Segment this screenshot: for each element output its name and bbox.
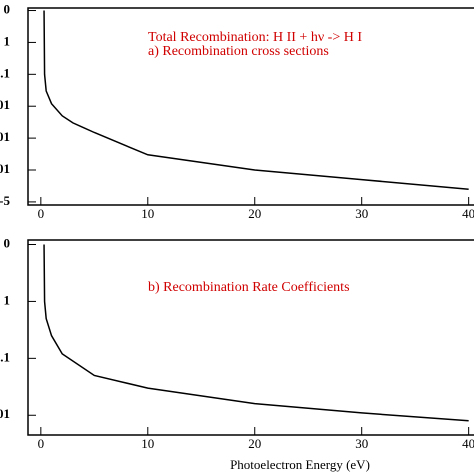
y-tick-label: 0 (4, 235, 11, 250)
y-tick-label: 01 (0, 406, 10, 421)
x-axis-label: Photoelectron Energy (eV) (230, 457, 370, 472)
y-tick-label: -5 (0, 193, 10, 208)
y-tick-label: 01 (0, 129, 10, 144)
x-tick-label: 20 (248, 206, 261, 221)
line (43, 10, 469, 190)
x-tick-label: 0 (38, 436, 45, 451)
chart-subtitle: b) Recombination Rate Coefficients (148, 280, 350, 295)
y-tick-label: 1 (4, 292, 11, 307)
y-tick-label: 0 (4, 2, 11, 17)
chart-title: Total Recombination: H II + hν -> H I (148, 30, 362, 45)
x-tick-label: 10 (141, 206, 154, 221)
x-tick-label: 10 (141, 436, 154, 451)
x-tick-label: 30 (355, 206, 368, 221)
x-tick-label: 20 (248, 436, 261, 451)
x-tick-label: 0 (38, 206, 45, 221)
line (43, 244, 469, 422)
x-tick-label: 40 (462, 206, 474, 221)
y-tick-label: .1 (0, 65, 10, 80)
y-tick-label: 01 (0, 97, 10, 112)
x-tick-label: 40 (462, 436, 474, 451)
y-tick-label: 1 (4, 33, 11, 48)
y-tick-label: .1 (0, 349, 10, 364)
x-tick-label: 30 (355, 436, 368, 451)
y-tick-label: 01 (0, 161, 10, 176)
chart-subtitle: a) Recombination cross sections (148, 44, 329, 59)
plot-frame (27, 239, 474, 436)
